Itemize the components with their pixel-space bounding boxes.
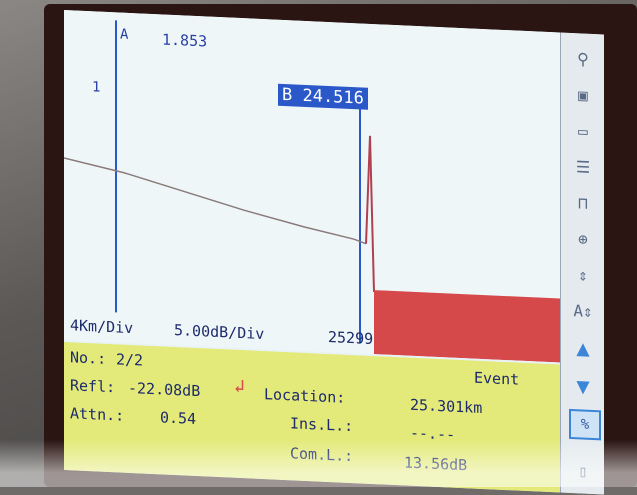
- event-panel: No.: 2/2 Event Refl: -22.08dB ↲ Location…: [64, 342, 560, 493]
- atten-label: Attn.:: [70, 404, 125, 425]
- location-value: 25.301km: [410, 395, 483, 417]
- trace-svg: [64, 10, 560, 363]
- trace-line: [64, 157, 367, 245]
- trace-plot[interactable]: A 1.853 1 B 24.516: [64, 10, 560, 363]
- event-no-label: No.:: [70, 348, 107, 368]
- comp-label: Com.L.:: [290, 444, 354, 466]
- refl-value: -22.08dB: [128, 378, 201, 401]
- cursor-b-readout[interactable]: B 24.516: [278, 83, 368, 110]
- marker-a-value: 1.853: [162, 30, 208, 51]
- event-title: Event: [474, 368, 520, 389]
- vertical-scale: 5.00dB/Div: [174, 320, 265, 344]
- red-arrow-icon: ↲: [234, 375, 245, 398]
- atten-value: 0.54: [160, 408, 197, 428]
- marker-one-label: 1: [92, 79, 101, 96]
- arrow-down-icon[interactable]: ▼: [576, 373, 590, 400]
- search-icon[interactable]: ⚲: [577, 48, 589, 69]
- noise-floor: [374, 290, 560, 363]
- marker-a-label: A: [120, 26, 129, 43]
- event-no-value: 2/2: [116, 350, 144, 370]
- document-icon[interactable]: ☰: [575, 156, 591, 177]
- insl-label: Ins.L.:: [290, 414, 354, 436]
- otdr-screen: A 1.853 1 B 24.516 4Km/Div 5.00dB/Div 25…: [64, 10, 604, 495]
- toggle-icon[interactable]: %: [569, 408, 601, 441]
- arrow-up-icon[interactable]: ▲: [576, 335, 590, 362]
- battery-icon[interactable]: ▯: [578, 460, 588, 481]
- refl-label: Refl:: [70, 376, 116, 397]
- save-icon[interactable]: ▣: [578, 84, 588, 105]
- horizontal-scale: 4Km/Div: [70, 316, 134, 338]
- reflection-spike: [365, 135, 371, 244]
- vertical-scale-icon[interactable]: ⇕: [578, 264, 588, 285]
- side-toolbar: ⚲ ▣ ▭ ☰ ⊓ ⊕ ⇕ A⇕ ▲ ▼% ▯: [560, 32, 604, 495]
- zoom-icon[interactable]: ⊕: [578, 228, 588, 249]
- folder-open-icon[interactable]: ▭: [578, 120, 588, 141]
- location-label: Location:: [264, 385, 346, 407]
- reflection-fall: [369, 135, 375, 293]
- insl-value: --.--: [410, 423, 456, 444]
- comp-value: 13.56dB: [404, 453, 468, 475]
- pulse-icon[interactable]: ⊓: [578, 192, 588, 213]
- sample-count: 25299: [328, 327, 374, 349]
- auto-scale-icon[interactable]: A⇕: [573, 300, 593, 321]
